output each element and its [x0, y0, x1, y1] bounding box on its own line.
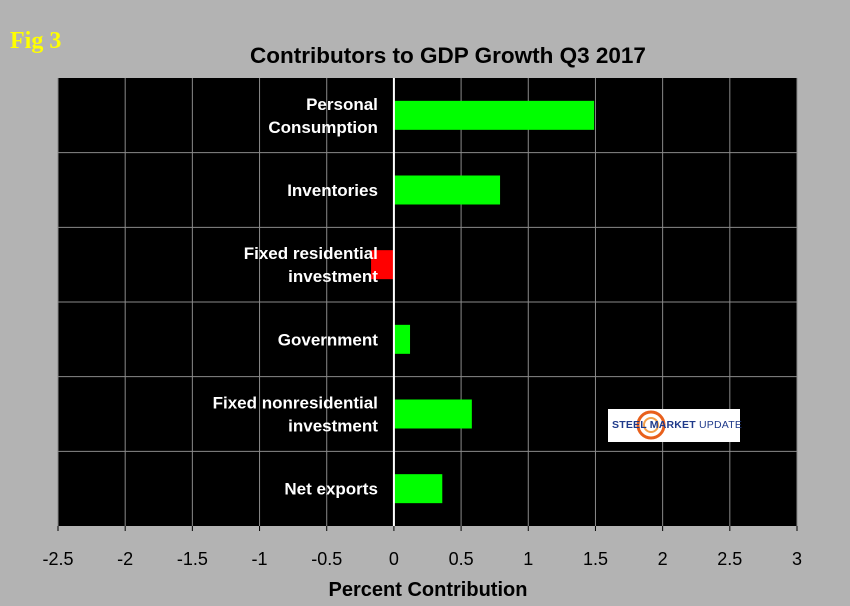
x-tick-label: -2.5 [42, 549, 73, 569]
x-tick-label: 0 [389, 549, 399, 569]
x-tick-label: -0.5 [311, 549, 342, 569]
bar [393, 100, 595, 130]
category-label: Inventories [287, 181, 378, 200]
x-axis-label: Percent Contribution [329, 579, 528, 601]
bar [371, 250, 394, 280]
bar [393, 324, 411, 354]
logo-suffix: UPDATE [699, 419, 743, 431]
logo-text: STEEL MARKET UPDATE [612, 419, 742, 431]
bar [393, 474, 443, 504]
category-label: Personal [306, 95, 378, 114]
x-tick-label: 0.5 [449, 549, 474, 569]
category-label: investment [288, 417, 378, 436]
category-label: Fixed residential [244, 244, 378, 263]
x-tick-label: 2.5 [717, 549, 742, 569]
x-tick-label: -2 [117, 549, 133, 569]
category-label: Fixed nonresidential [213, 394, 378, 413]
x-tick-label: 1.5 [583, 549, 608, 569]
category-label: Consumption [268, 118, 378, 137]
x-tick-label: 1 [523, 549, 533, 569]
bar [393, 175, 501, 205]
chart-title: Contributors to GDP Growth Q3 2017 [250, 43, 646, 68]
category-label: Net exports [284, 480, 378, 499]
category-label: investment [288, 267, 378, 286]
category-label: Government [278, 330, 378, 349]
logo-brand: STEEL MARKET [612, 419, 696, 431]
x-tick-label: -1 [252, 549, 268, 569]
steel-market-update-logo [608, 409, 740, 442]
figure-label: Fig 3 [10, 28, 62, 54]
x-tick-label: 2 [658, 549, 668, 569]
x-tick-label: -1.5 [177, 549, 208, 569]
x-tick-label: 3 [792, 549, 802, 569]
bar [393, 399, 472, 429]
